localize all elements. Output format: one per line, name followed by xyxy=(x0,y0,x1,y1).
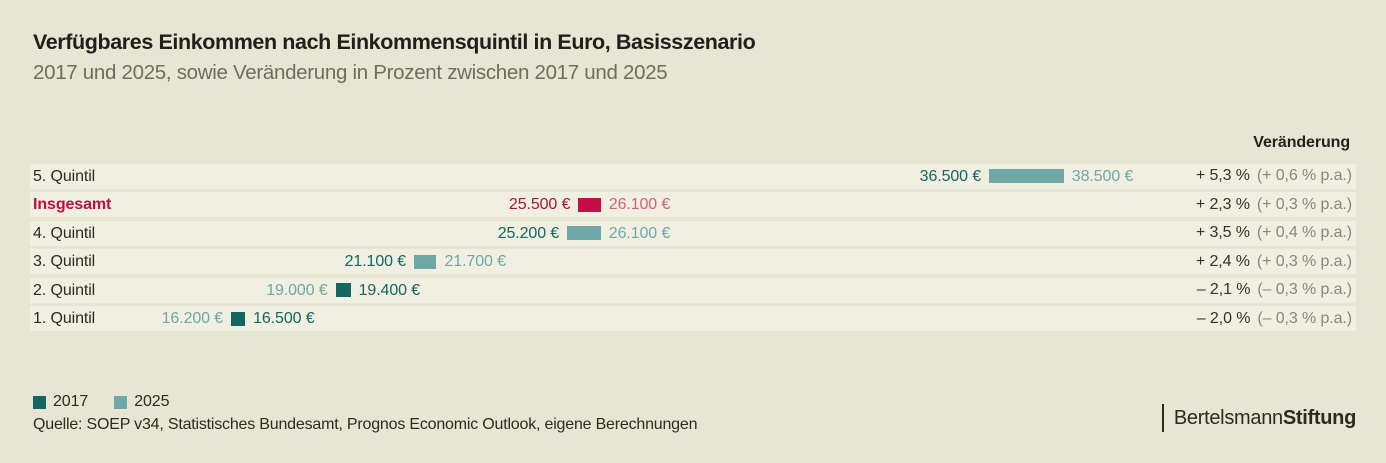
change-per-annum: (– 0,3 % p.a.) xyxy=(1257,281,1352,298)
value-label-2017: 36.500 € xyxy=(919,167,982,185)
value-label-2017: 25.500 € xyxy=(508,196,571,213)
chart-row: 5. Quintil 36.500 € 38.500 € + 5,3 % (+ 0,6 … xyxy=(30,163,1356,189)
change-column-header: Veränderung xyxy=(1253,134,1350,151)
value-bar xyxy=(231,311,246,326)
value-label-2025: 26.100 € xyxy=(608,196,671,213)
change-cell: + 5,3 % (+ 0,6 % p.a.) xyxy=(1192,164,1352,189)
chart-row: 2. Quintil 19.000 € 19.400 € – 2,1 % (– 0,3 … xyxy=(30,277,1356,303)
value-label-2025: 38.500 € xyxy=(1071,167,1134,185)
value-label-2025: 21.700 € xyxy=(444,253,506,270)
legend-item-2017: 2017 xyxy=(33,393,88,411)
value-bar xyxy=(414,254,437,269)
legend-label-2017: 2017 xyxy=(53,393,89,410)
legend-item-2025: 2025 xyxy=(114,393,170,411)
value-bar xyxy=(567,226,601,240)
change-percent: + 2,3 % xyxy=(1195,195,1250,213)
change-per-annum: (+ 0,3 % p.a.) xyxy=(1256,252,1352,270)
change-cell: – 2,1 % (– 0,3 % p.a.) xyxy=(1192,278,1352,303)
value-bar xyxy=(989,169,1064,183)
row-label: 4. Quintil xyxy=(33,224,96,242)
value-label-2017: 25.200 € xyxy=(497,224,560,242)
row-label: Insgesamt xyxy=(33,196,112,213)
change-percent: – 2,0 % xyxy=(1196,309,1251,327)
change-cell: + 2,3 % (+ 0,3 % p.a.) xyxy=(1192,192,1352,217)
logo-text: BertelsmannStiftung xyxy=(1174,407,1356,430)
value-bar xyxy=(578,197,601,212)
logo-pipe-icon xyxy=(1161,404,1164,432)
change-per-annum: (+ 0,3 % p.a.) xyxy=(1256,195,1352,213)
change-percent: + 2,4 % xyxy=(1195,252,1250,270)
chart-row: 1. Quintil 16.200 € 16.500 € – 2,0 % (– 0,3 … xyxy=(30,306,1356,331)
page-subtitle: 2017 und 2025, sowie Veränderung in Proz… xyxy=(33,61,668,84)
row-label: 1. Quintil xyxy=(33,310,96,327)
row-label: 5. Quintil xyxy=(33,167,96,185)
row-label: 2. Quintil xyxy=(33,281,96,299)
value-label-2025: 16.200 € xyxy=(161,310,224,327)
change-percent: – 2,1 % xyxy=(1196,281,1251,298)
change-per-annum: (+ 0,6 % p.a.) xyxy=(1256,167,1352,184)
change-percent: + 5,3 % xyxy=(1195,167,1250,184)
value-label-2017: 21.100 € xyxy=(344,253,407,270)
value-label-2025: 19.000 € xyxy=(266,281,328,299)
bertelsmann-stiftung-logo: BertelsmannStiftung xyxy=(1161,404,1356,432)
legend-swatch-2025-icon xyxy=(114,395,128,409)
change-per-annum: (+ 0,4 % p.a.) xyxy=(1256,224,1352,241)
legend: 2017 2025 xyxy=(33,393,170,411)
value-label-2017: 16.500 € xyxy=(253,310,315,327)
legend-label-2025: 2025 xyxy=(134,393,170,410)
change-cell: + 3,5 % (+ 0,4 % p.a.) xyxy=(1192,221,1352,246)
source-note: Quelle: SOEP v34, Statistisches Bundesam… xyxy=(33,416,698,433)
value-bar xyxy=(335,283,351,297)
chart-row: Insgesamt 25.500 € 26.100 € + 2,3 % (+ 0,3 %… xyxy=(30,192,1356,217)
legend-swatch-2017-icon xyxy=(33,395,46,409)
change-per-annum: (– 0,3 % p.a.) xyxy=(1257,309,1352,327)
chart-row: 3. Quintil 21.100 € 21.700 € + 2,4 % (+ 0,3 … xyxy=(30,249,1356,274)
change-cell: – 2,0 % (– 0,3 % p.a.) xyxy=(1192,306,1352,331)
change-cell: + 2,4 % (+ 0,3 % p.a.) xyxy=(1192,249,1352,274)
value-label-2017: 19.400 € xyxy=(358,281,421,299)
logo-text-bold: Stiftung xyxy=(1282,406,1356,429)
chart-row: 4. Quintil 25.200 € 26.100 € + 3,5 % (+ 0,4 … xyxy=(30,220,1356,246)
row-label: 3. Quintil xyxy=(33,253,96,270)
page-title: Verfügbares Einkommen nach Einkommensqui… xyxy=(33,30,756,54)
logo-text-regular: Bertelsmann xyxy=(1173,406,1283,429)
value-label-2025: 26.100 € xyxy=(608,224,671,242)
change-percent: + 3,5 % xyxy=(1195,224,1250,241)
